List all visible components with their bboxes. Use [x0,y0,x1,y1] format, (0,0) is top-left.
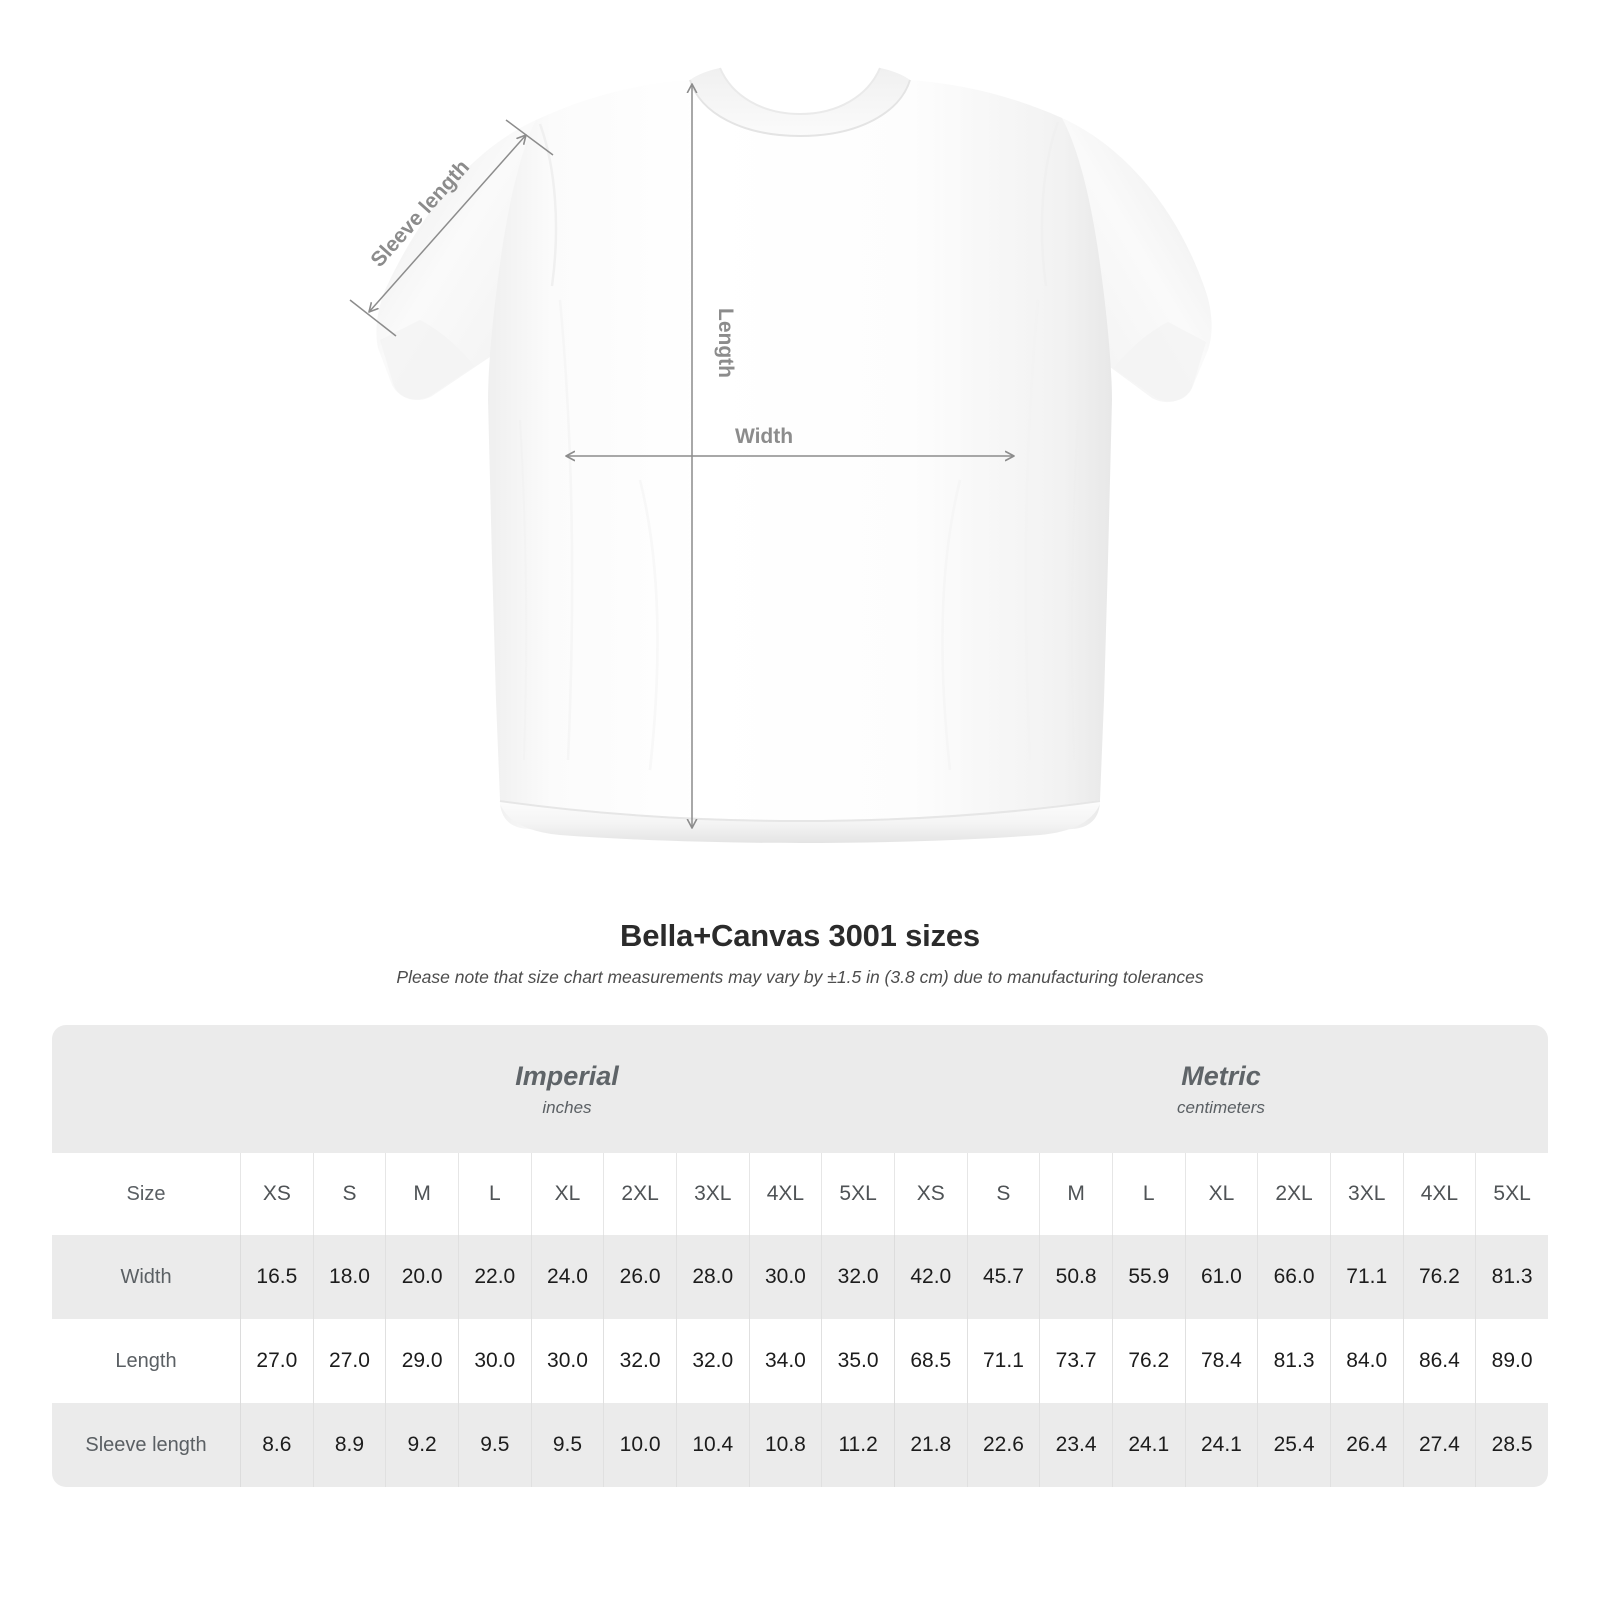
cell-length-metric-4xl: 86.4 [1402,1319,1476,1403]
cell-width-metric-xl: 61.0 [1184,1235,1258,1319]
cell-length-metric-5xl: 89.0 [1475,1319,1548,1403]
chart-heading: Bella+Canvas 3001 sizes Please note that… [0,918,1600,988]
cell-sleeve-metric-s: 22.6 [966,1403,1040,1487]
cell-sleeve-imperial-m: 9.2 [385,1403,458,1487]
size-col-metric-l: L [1111,1153,1185,1235]
cell-width-imperial-xs: 16.5 [240,1235,313,1319]
cell-length-metric-xl: 78.4 [1184,1319,1258,1403]
table-row: Length 27.0 27.0 29.0 30.0 30.0 32.0 32.… [52,1319,1548,1403]
cell-length-imperial-2xl: 32.0 [603,1319,676,1403]
cell-sleeve-imperial-xl: 9.5 [530,1403,604,1487]
size-col-metric-4xl: 4XL [1402,1153,1476,1235]
row-header-size: Size [52,1153,240,1235]
cell-width-metric-l: 55.9 [1111,1235,1185,1319]
cell-sleeve-metric-4xl: 27.4 [1402,1403,1476,1487]
cell-sleeve-metric-3xl: 26.4 [1329,1403,1403,1487]
size-col-metric-m: M [1039,1153,1112,1235]
size-col-imperial-3xl: 3XL [675,1153,749,1235]
size-col-imperial-s: S [312,1153,386,1235]
cell-length-metric-xs: 68.5 [893,1319,967,1403]
size-col-metric-xs: XS [893,1153,967,1235]
cell-width-metric-s: 45.7 [966,1235,1040,1319]
cell-width-metric-4xl: 76.2 [1402,1235,1476,1319]
row-label-length: Length [52,1319,240,1403]
size-col-metric-s: S [966,1153,1040,1235]
unit-group-imperial: Imperial inches [240,1025,894,1153]
unit-group-row: Imperial inches Metric centimeters [52,1025,1548,1153]
cell-length-metric-s: 71.1 [966,1319,1040,1403]
cell-width-imperial-s: 18.0 [312,1235,386,1319]
table-row: Sleeve length 8.6 8.9 9.2 9.5 9.5 10.0 1… [52,1403,1548,1487]
size-col-imperial-xl: XL [530,1153,604,1235]
cell-sleeve-imperial-xs: 8.6 [240,1403,313,1487]
cell-length-metric-m: 73.7 [1039,1319,1112,1403]
cell-width-metric-xs: 42.0 [893,1235,967,1319]
cell-sleeve-imperial-4xl: 10.8 [748,1403,822,1487]
cell-length-metric-3xl: 84.0 [1329,1319,1403,1403]
unit-group-imperial-name: Imperial [515,1061,619,1092]
size-col-imperial-4xl: 4XL [748,1153,822,1235]
size-col-metric-2xl: 2XL [1257,1153,1330,1235]
size-col-imperial-5xl: 5XL [821,1153,894,1235]
cell-sleeve-metric-5xl: 28.5 [1475,1403,1548,1487]
cell-width-imperial-l: 22.0 [457,1235,531,1319]
tshirt-illustration: Sleeve length Length Width [349,67,1212,843]
cell-length-imperial-xs: 27.0 [240,1319,313,1403]
size-col-metric-5xl: 5XL [1475,1153,1548,1235]
table-row: Width 16.5 18.0 20.0 22.0 24.0 26.0 28.0… [52,1235,1548,1319]
length-label: Length [714,308,737,378]
size-col-imperial-m: M [385,1153,458,1235]
cell-width-metric-2xl: 66.0 [1257,1235,1330,1319]
size-col-metric-xl: XL [1184,1153,1258,1235]
cell-width-imperial-m: 20.0 [385,1235,458,1319]
tolerance-note: Please note that size chart measurements… [396,967,1204,987]
cell-length-metric-2xl: 81.3 [1257,1319,1330,1403]
unit-group-metric-sub: centimeters [1177,1097,1265,1117]
cell-length-imperial-m: 29.0 [385,1319,458,1403]
cell-width-metric-m: 50.8 [1039,1235,1112,1319]
cell-sleeve-metric-xl: 24.1 [1184,1403,1258,1487]
cell-length-imperial-l: 30.0 [457,1319,531,1403]
cell-length-imperial-xl: 30.0 [530,1319,604,1403]
size-col-metric-3xl: 3XL [1329,1153,1403,1235]
width-label: Width [735,425,793,448]
unit-band-corner [52,1025,240,1153]
cell-sleeve-metric-xs: 21.8 [893,1403,967,1487]
cell-sleeve-metric-m: 23.4 [1039,1403,1112,1487]
unit-group-metric-name: Metric [1181,1061,1261,1092]
cell-sleeve-metric-2xl: 25.4 [1257,1403,1330,1487]
cell-length-imperial-5xl: 35.0 [821,1319,894,1403]
width-annotation: Width [566,425,1014,456]
row-label-sleeve-length: Sleeve length [52,1403,240,1487]
cell-width-imperial-3xl: 28.0 [675,1235,749,1319]
cell-length-imperial-4xl: 34.0 [748,1319,822,1403]
cell-width-imperial-5xl: 32.0 [821,1235,894,1319]
cell-sleeve-imperial-5xl: 11.2 [821,1403,894,1487]
cell-width-imperial-xl: 24.0 [530,1235,604,1319]
cell-width-metric-3xl: 71.1 [1329,1235,1403,1319]
cell-sleeve-imperial-l: 9.5 [457,1403,531,1487]
cell-length-imperial-3xl: 32.0 [675,1319,749,1403]
cell-sleeve-imperial-s: 8.9 [312,1403,386,1487]
size-col-imperial-2xl: 2XL [603,1153,676,1235]
cell-width-metric-5xl: 81.3 [1475,1235,1548,1319]
cell-length-imperial-s: 27.0 [312,1319,386,1403]
cell-sleeve-imperial-2xl: 10.0 [603,1403,676,1487]
size-chart-table: Imperial inches Metric centimeters Size … [52,1025,1548,1487]
cell-width-imperial-2xl: 26.0 [603,1235,676,1319]
size-col-imperial-l: L [457,1153,531,1235]
unit-group-imperial-sub: inches [542,1097,592,1117]
cell-length-metric-l: 76.2 [1111,1319,1185,1403]
row-label-width: Width [52,1235,240,1319]
cell-width-imperial-4xl: 30.0 [748,1235,822,1319]
page-title: Bella+Canvas 3001 sizes [620,918,980,953]
size-header-row: Size XS S M L XL 2XL 3XL 4XL 5XL XS S M … [52,1153,1548,1235]
cell-sleeve-imperial-3xl: 10.4 [675,1403,749,1487]
unit-group-metric: Metric centimeters [893,1025,1548,1153]
cell-sleeve-metric-l: 24.1 [1111,1403,1185,1487]
size-col-imperial-xs: XS [240,1153,313,1235]
